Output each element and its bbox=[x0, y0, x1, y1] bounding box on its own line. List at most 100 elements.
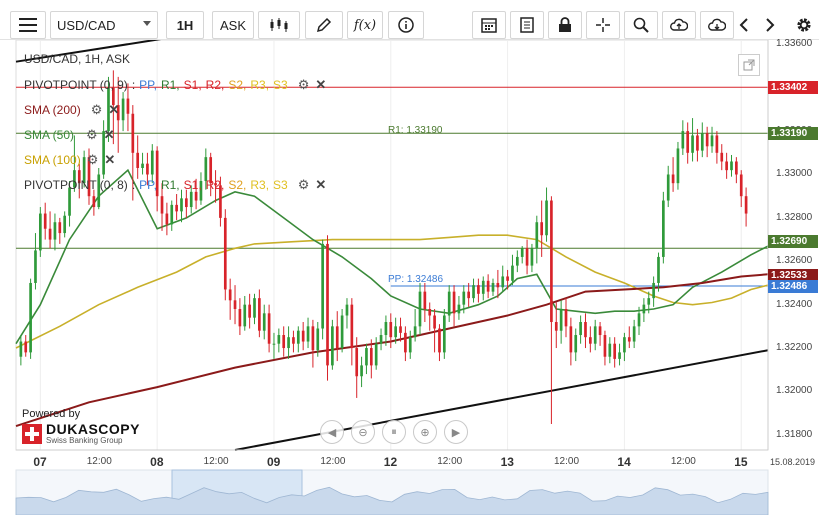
candle-body bbox=[92, 196, 96, 208]
candle-body bbox=[150, 150, 154, 175]
navigator-area bbox=[15, 486, 769, 515]
gear-icon[interactable]: ⚙ bbox=[86, 152, 99, 167]
side-button[interactable]: ASK bbox=[212, 11, 254, 39]
zoom-in-button[interactable]: ⊕ bbox=[413, 420, 437, 444]
scroll-right-button[interactable] bbox=[760, 11, 780, 39]
upload-button[interactable] bbox=[662, 11, 696, 39]
candle-body bbox=[209, 157, 213, 184]
x-day-label: 14 bbox=[617, 455, 631, 469]
candle-body bbox=[496, 282, 500, 288]
candle-body bbox=[146, 163, 149, 175]
candle-body bbox=[525, 248, 529, 266]
close-icon[interactable]: ✕ bbox=[103, 127, 115, 142]
candle-body bbox=[394, 326, 397, 338]
candle-body bbox=[506, 276, 509, 281]
chart-type-button[interactable] bbox=[258, 11, 300, 39]
candle-body bbox=[102, 131, 105, 175]
candle-body bbox=[160, 196, 164, 214]
chart-title: USD/CAD, 1H, ASK bbox=[24, 52, 131, 66]
cloud-upload-icon bbox=[670, 18, 688, 31]
candle-body bbox=[584, 322, 587, 338]
zoom-out-button[interactable]: ⊖ bbox=[351, 420, 375, 444]
candle-body bbox=[38, 213, 42, 251]
candle-body bbox=[321, 243, 324, 329]
candle-body bbox=[676, 148, 680, 184]
candle-body bbox=[603, 335, 607, 357]
zoom-button[interactable] bbox=[624, 11, 658, 39]
legend-r1: R1, bbox=[160, 78, 180, 92]
candle-body bbox=[77, 170, 81, 184]
close-icon[interactable]: ✕ bbox=[315, 177, 327, 192]
crosshair-button[interactable] bbox=[586, 11, 620, 39]
pp-line-label: PP: 1.32486 bbox=[388, 274, 444, 285]
x-time-label: 12:00 bbox=[86, 456, 112, 467]
candle-body bbox=[189, 191, 193, 208]
magnifier-icon bbox=[633, 17, 649, 33]
price-tag: 1.32486 bbox=[768, 279, 818, 293]
legend-pivot-0-9-name: PIVOTPOINT (0, 9) bbox=[24, 78, 128, 92]
reset-icon: ⏸ bbox=[391, 425, 397, 438]
candle-body bbox=[399, 326, 402, 333]
chart-area[interactable]: USD/CAD, 1H, ASK PIVOTPOINT (0, 9) : PP,… bbox=[0, 38, 819, 515]
candle-body bbox=[199, 181, 203, 201]
y-tick-label: 1.31800 bbox=[776, 428, 813, 440]
gear-icon[interactable]: ⚙ bbox=[297, 77, 310, 92]
scroll-left-button[interactable] bbox=[734, 11, 754, 39]
candle-body bbox=[477, 285, 480, 294]
plot-area bbox=[15, 40, 769, 451]
gear-icon[interactable]: ⚙ bbox=[86, 127, 98, 142]
lock-button[interactable] bbox=[548, 11, 582, 39]
candle-body bbox=[136, 152, 140, 168]
candle-body bbox=[613, 343, 617, 359]
y-tick-label: 1.32600 bbox=[776, 255, 813, 267]
candle-body bbox=[408, 337, 412, 353]
x-time-label: 12:00 bbox=[203, 456, 229, 467]
legend-s1: S1, bbox=[183, 78, 202, 92]
candle-body bbox=[515, 256, 519, 266]
expand-button[interactable] bbox=[738, 54, 760, 76]
candle-body bbox=[637, 313, 641, 327]
price-tag: 1.32533 bbox=[768, 269, 818, 283]
menu-icon bbox=[19, 18, 37, 32]
symbol-select[interactable]: USD/CAD bbox=[50, 11, 158, 39]
candle-body bbox=[418, 291, 422, 327]
scroll-back-button[interactable]: ◀ bbox=[320, 420, 344, 444]
menu-button[interactable] bbox=[10, 11, 46, 39]
y-tick-label: 1.33000 bbox=[776, 168, 813, 180]
indicators-button[interactable]: f(x) bbox=[347, 11, 383, 39]
candle-body bbox=[194, 191, 198, 201]
calendar-button[interactable] bbox=[472, 11, 506, 39]
candle-body bbox=[369, 348, 373, 366]
candle-body bbox=[68, 187, 71, 216]
close-icon[interactable]: ✕ bbox=[104, 152, 116, 167]
timeframe-button[interactable]: 1H bbox=[166, 11, 204, 39]
brand-name: DUKASCOPY bbox=[46, 421, 140, 437]
candle-body bbox=[228, 289, 232, 301]
price-chart[interactable] bbox=[0, 40, 819, 515]
settings-button[interactable] bbox=[792, 11, 816, 39]
candle-body bbox=[277, 335, 281, 344]
report-button[interactable] bbox=[510, 11, 544, 39]
legend-r2: R2, bbox=[205, 78, 225, 92]
scroll-forward-button[interactable]: ▶ bbox=[444, 420, 468, 444]
reset-view-button[interactable]: ⏸ bbox=[382, 420, 406, 444]
x-time-label: 12:00 bbox=[437, 456, 463, 467]
gear-icon[interactable]: ⚙ bbox=[297, 177, 310, 192]
close-icon[interactable]: ✕ bbox=[315, 77, 327, 92]
candle-body bbox=[126, 98, 130, 114]
chevron-right-icon: ▶ bbox=[451, 426, 461, 439]
candle-body bbox=[486, 280, 490, 292]
candle-body bbox=[180, 198, 183, 212]
candle-body bbox=[593, 326, 597, 344]
r1-line-label: R1: 1.33190 bbox=[388, 125, 443, 136]
candle-body bbox=[165, 213, 169, 225]
candle-body bbox=[306, 326, 310, 342]
info-icon bbox=[398, 17, 414, 33]
info-button[interactable] bbox=[388, 11, 424, 39]
download-button[interactable] bbox=[700, 11, 734, 39]
close-icon[interactable]: ✕ bbox=[108, 102, 120, 117]
candle-body bbox=[530, 248, 534, 266]
candle-body bbox=[170, 204, 174, 225]
gear-icon[interactable]: ⚙ bbox=[90, 102, 103, 117]
drawing-tools-button[interactable] bbox=[305, 11, 343, 39]
